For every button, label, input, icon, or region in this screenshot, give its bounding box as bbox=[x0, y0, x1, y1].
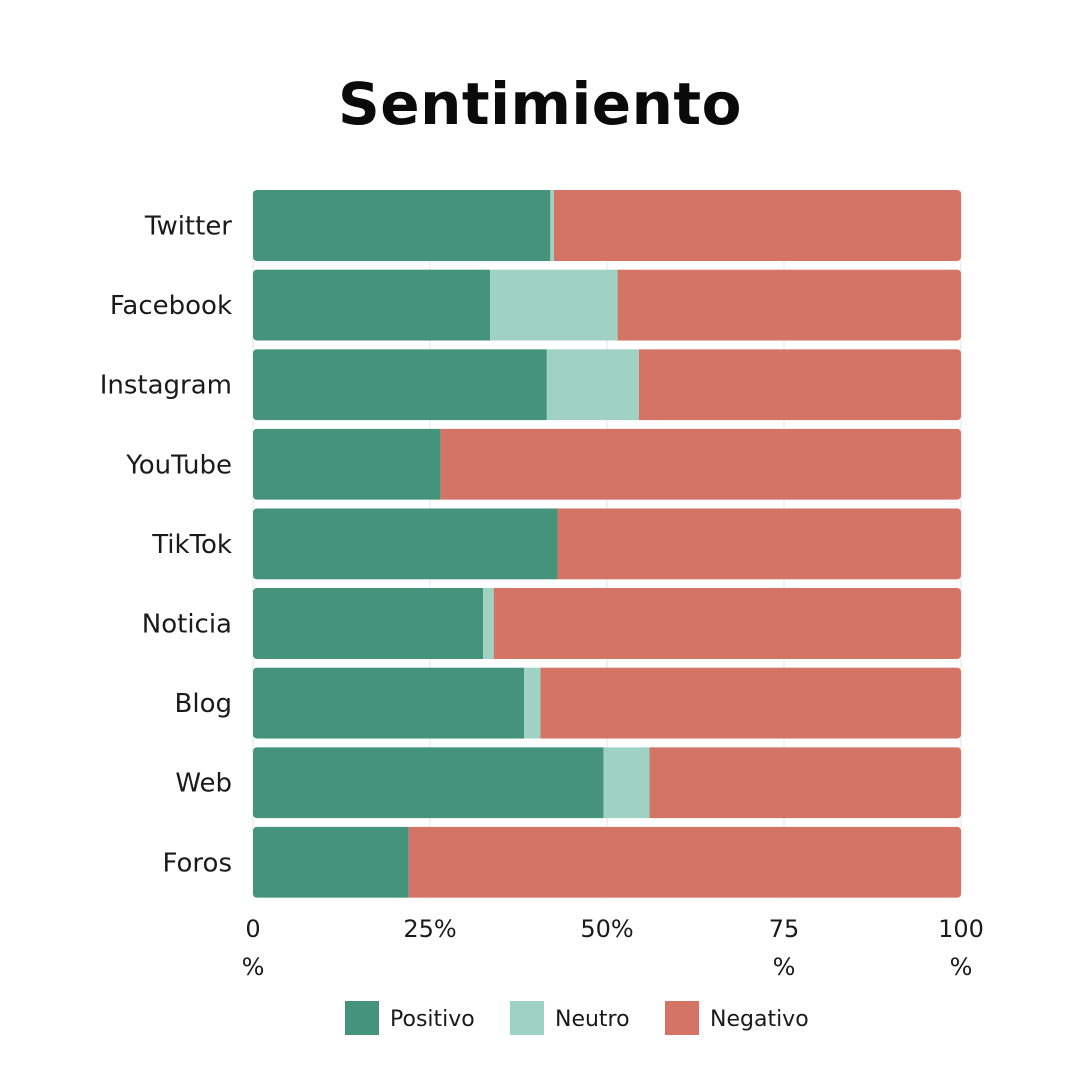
bar-group-youtube bbox=[253, 428, 961, 500]
category-label-instagram: Instagram bbox=[100, 371, 232, 401]
bar-instagram-neutro bbox=[546, 349, 639, 421]
bar-instagram-positivo bbox=[253, 349, 547, 421]
bar-facebook-neutro bbox=[490, 269, 618, 341]
legend-swatch-neutro bbox=[510, 1001, 544, 1035]
bar-web-neutro bbox=[603, 747, 650, 819]
bar-noticia-neutro bbox=[483, 588, 494, 659]
bar-noticia-positivo bbox=[253, 588, 484, 659]
bar-group-foros bbox=[253, 826, 961, 898]
legend: Positivo Neutro Negativo bbox=[345, 1001, 809, 1035]
bar-blog-positivo bbox=[253, 667, 525, 739]
category-label-youtube: YouTube bbox=[125, 450, 232, 480]
bar-youtube-negativo bbox=[440, 428, 961, 500]
bar-blog-neutro bbox=[524, 667, 541, 739]
category-label-tiktok: TikTok bbox=[151, 530, 232, 560]
x-tick-label-3: 75 bbox=[769, 915, 800, 943]
x-tick-label-3-line2: % bbox=[773, 953, 796, 981]
x-tick-label-2: 50% bbox=[580, 915, 633, 943]
bar-twitter-positivo bbox=[253, 190, 551, 261]
bar-group-blog bbox=[253, 667, 961, 739]
bar-foros-positivo bbox=[253, 826, 409, 898]
bar-web-positivo bbox=[253, 747, 604, 819]
bar-group-instagram bbox=[253, 349, 961, 421]
legend-swatch-positivo bbox=[345, 1001, 379, 1035]
bar-facebook-positivo bbox=[253, 269, 491, 341]
x-tick-label-0-line2: % bbox=[242, 953, 265, 981]
legend-label-negativo: Negativo bbox=[710, 1007, 809, 1032]
bar-group-twitter bbox=[253, 190, 961, 261]
x-tick-label-0: 0 bbox=[245, 915, 260, 943]
bar-group-web bbox=[253, 747, 961, 819]
x-tick-label-4: 100 bbox=[938, 915, 984, 943]
category-label-facebook: Facebook bbox=[110, 291, 232, 321]
legend-label-neutro: Neutro bbox=[555, 1007, 630, 1032]
legend-swatch-negativo bbox=[665, 1001, 699, 1035]
category-label-web: Web bbox=[175, 769, 232, 799]
category-label-noticia: Noticia bbox=[142, 610, 232, 640]
category-label-twitter: Twitter bbox=[144, 212, 232, 242]
bar-tiktok-negativo bbox=[557, 508, 961, 580]
bar-blog-negativo bbox=[540, 667, 961, 739]
bars bbox=[253, 190, 961, 898]
bar-youtube-positivo bbox=[253, 428, 441, 500]
bar-instagram-negativo bbox=[638, 349, 961, 421]
category-label-foros: Foros bbox=[162, 848, 232, 878]
bar-web-negativo bbox=[649, 747, 961, 819]
bar-noticia-negativo bbox=[493, 588, 961, 659]
bar-facebook-negativo bbox=[617, 269, 961, 341]
x-axis-ticks: 0% 25% 50% 75% 100% bbox=[242, 915, 984, 981]
chart-title: Sentimiento bbox=[337, 70, 743, 138]
bar-twitter-neutro bbox=[550, 190, 554, 261]
x-tick-label-1: 25% bbox=[403, 915, 456, 943]
bar-tiktok-positivo bbox=[253, 508, 558, 580]
bar-group-facebook bbox=[253, 269, 961, 341]
bar-group-tiktok bbox=[253, 508, 961, 580]
x-tick-label-4-line2: % bbox=[950, 953, 973, 981]
category-label-blog: Blog bbox=[175, 689, 232, 719]
legend-label-positivo: Positivo bbox=[390, 1007, 475, 1032]
bar-twitter-negativo bbox=[553, 190, 961, 261]
category-labels: Twitter Facebook Instagram YouTube TikTok Not… bbox=[100, 212, 233, 879]
bar-foros-negativo bbox=[408, 826, 961, 898]
bar-group-noticia bbox=[253, 588, 961, 659]
